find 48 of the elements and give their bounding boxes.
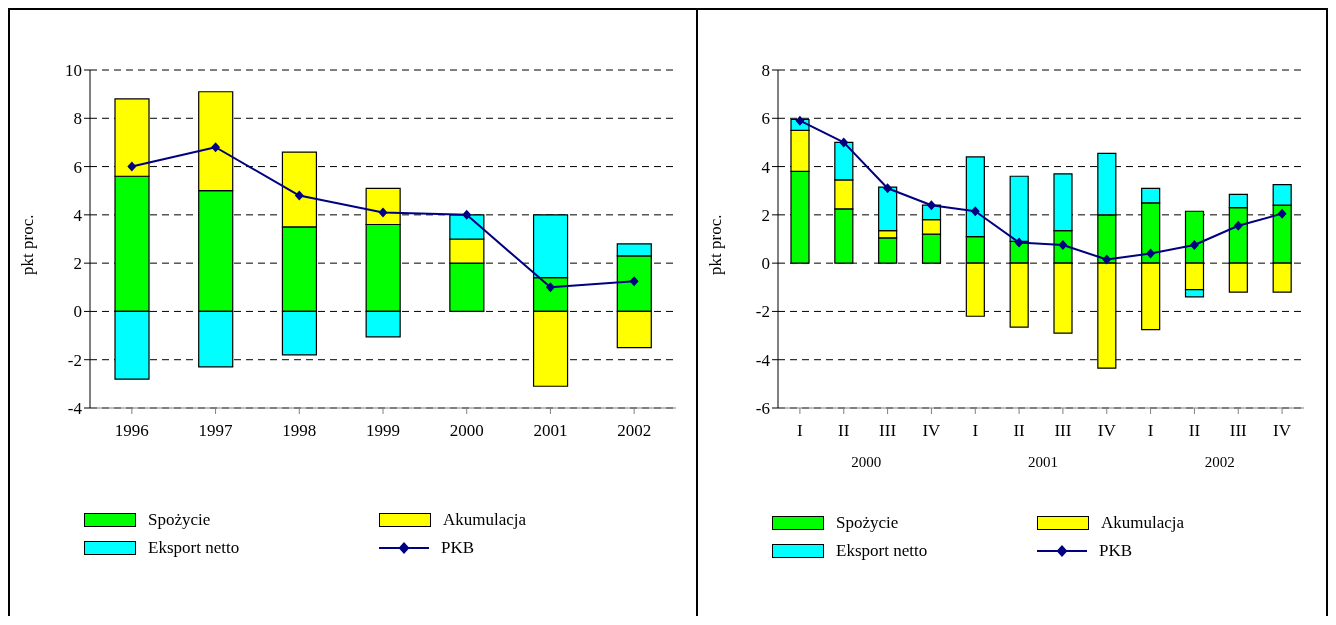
y-tick-label: 8 [761, 61, 770, 81]
x-tick-label: II [1188, 421, 1201, 441]
y-tick-label: 0 [761, 254, 770, 274]
y-tick-label: 4 [761, 157, 771, 177]
y-tick-label: -4 [755, 350, 771, 370]
legend-label: Eksport netto [148, 538, 240, 558]
legend-label: PKB [1099, 541, 1133, 561]
y-tick-label: 10 [65, 61, 82, 81]
y-tick-label: -6 [755, 399, 770, 419]
legend-label: Akumulacja [1101, 513, 1185, 533]
x-tick-label: 1996 [114, 421, 149, 441]
x-tick-label: III [879, 421, 897, 441]
legend-label: Spożycie [836, 513, 899, 533]
x-tick-label: II [838, 421, 850, 441]
x-tick-label: I [972, 421, 979, 441]
text: 2001 [1027, 454, 1059, 471]
y-tick-label: 2 [761, 205, 770, 225]
x-tick-label: IV [1097, 421, 1117, 441]
legend-label: Eksport netto [836, 541, 928, 561]
text: 2000 [850, 454, 883, 471]
x-tick-label: IV [1273, 421, 1292, 441]
x-tick-label: III [1229, 421, 1248, 441]
y-tick-label: 6 [761, 109, 770, 129]
y-axis-title: pkt proc. [18, 214, 38, 275]
y-tick-label: 8 [73, 109, 82, 129]
x-tick-label: 1997 [198, 421, 234, 441]
x-tick-label: 2000 [449, 421, 484, 441]
legend-label: PKB [441, 538, 475, 558]
legend-label: Spożycie [148, 510, 211, 530]
x-tick-label: 2002 [617, 421, 652, 441]
y-tick-label: 2 [73, 254, 82, 274]
text: 2002 [1203, 454, 1236, 471]
x-tick-label: IV [922, 421, 942, 441]
x-tick-label: 1999 [366, 421, 400, 441]
x-tick-label: III [1054, 421, 1072, 441]
y-tick-label: 0 [73, 302, 82, 322]
y-tick-label: -2 [755, 302, 770, 322]
x-tick-label: 2001 [533, 421, 568, 441]
y-axis-title: pkt proc. [706, 214, 726, 275]
y-tick-label: 6 [73, 157, 82, 177]
x-tick-label: I [797, 421, 804, 441]
x-tick-label: I [1147, 421, 1154, 441]
y-tick-label: 4 [73, 205, 83, 225]
y-tick-label: -4 [67, 399, 83, 419]
y-tick-label: -2 [67, 350, 82, 370]
x-tick-label: 1998 [282, 421, 317, 441]
x-tick-label: II [1013, 421, 1026, 441]
legend-label: Akumulacja [443, 510, 527, 530]
